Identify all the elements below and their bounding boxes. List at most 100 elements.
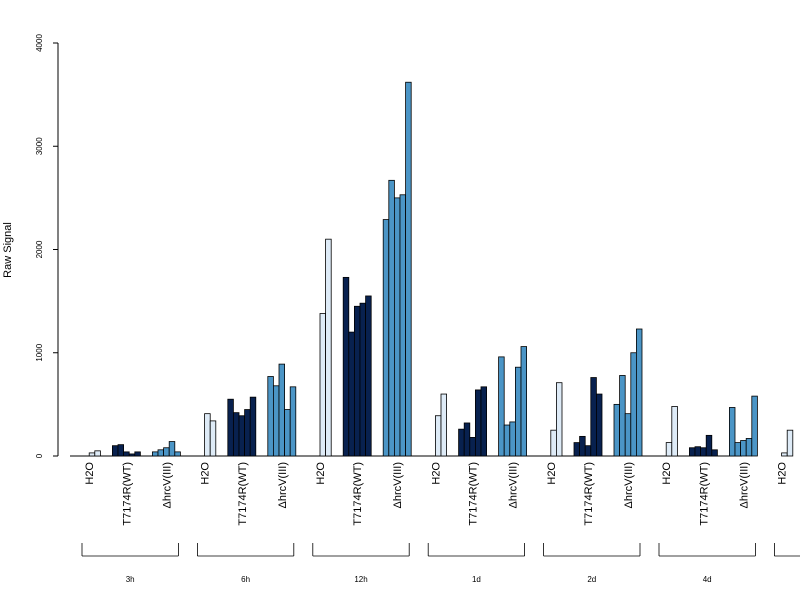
bar-3h-wt (112, 445, 119, 457)
bar-12h-wt (359, 302, 366, 457)
bar-6d-h2o (781, 452, 788, 457)
time-point-label-2d: 2d (587, 575, 596, 584)
bar-2d-wt (596, 393, 603, 457)
bar-2d-wt (573, 442, 580, 457)
group-label-wt: T7174R(WT) (237, 462, 249, 526)
bar-3h-hrcv (174, 451, 181, 457)
group-label-hrcv: ΔhrcV(III) (277, 462, 289, 508)
group-label-wt: T7174R(WT) (698, 462, 710, 526)
bar-6d-h2o (786, 429, 794, 457)
time-point-label-3h: 3h (126, 575, 135, 584)
bar-3h-wt (134, 451, 141, 457)
bar-12h-h2o (319, 313, 326, 457)
bar-12h-hrcv (399, 194, 406, 457)
bar-12h-hrcv (405, 81, 412, 457)
time-point-label-6h: 6h (241, 575, 250, 584)
bar-12h-hrcv (388, 179, 395, 457)
bar-6h-wt (249, 396, 257, 457)
group-label-hrcv: ΔhrcV(III) (161, 462, 173, 508)
y-tick-label: 4000 (35, 34, 44, 52)
group-label-hrcv: ΔhrcV(III) (623, 462, 635, 508)
bar-2d-wt (590, 377, 597, 457)
bar-6h-hrcv (267, 376, 274, 457)
bar-1d-wt (469, 437, 476, 457)
group-label-wt: T7174R(WT) (468, 462, 480, 526)
time-brackets: 3h6h12h1d2d4d6d (81, 543, 800, 584)
bar-12h-wt (348, 331, 355, 457)
y-tick-label: 2000 (35, 240, 44, 258)
bar-2d-wt (584, 445, 592, 457)
time-point-label-12h: 12h (354, 575, 367, 584)
y-tick-label: 1000 (35, 343, 44, 361)
group-label-h2o: H2O (546, 462, 558, 485)
bar-4d-wt (694, 446, 701, 457)
bar-1d-hrcv (520, 346, 527, 457)
bar-6h-h2o (204, 413, 211, 457)
bar-6h-wt (227, 398, 234, 457)
group-label-wt: T7174R(WT) (121, 462, 133, 526)
bar-4d-hrcv (751, 395, 758, 457)
group-label-h2o: H2O (315, 462, 327, 485)
bar-6h-wt (244, 409, 251, 457)
bar-4d-wt (700, 447, 707, 457)
bar-1d-h2o (440, 393, 447, 457)
bar-12h-wt (342, 276, 350, 457)
bar-1d-hrcv (515, 366, 522, 457)
bar-12h-wt (365, 295, 372, 457)
bar-12h-hrcv (393, 197, 401, 457)
bar-6h-h2o (209, 420, 217, 457)
bar-3h-wt (128, 453, 136, 457)
bar-1d-h2o (434, 415, 442, 457)
group-label-h2o: H2O (661, 462, 673, 485)
bar-1d-wt (480, 386, 487, 457)
bar-3h-wt (117, 444, 124, 457)
bar-1d-hrcv (503, 424, 511, 457)
group-label-h2o: H2O (200, 462, 212, 485)
group-label-hrcv: ΔhrcV(III) (508, 462, 520, 508)
time-point-label-1d: 1d (472, 575, 481, 584)
bar-1d-wt (463, 422, 471, 457)
bar-4d-hrcv (740, 440, 747, 457)
y-axis: 0 1000 2000 3000 4000 (35, 34, 59, 458)
bar-2d-hrcv (624, 413, 632, 457)
bar-12h-wt (353, 305, 361, 457)
bar-2d-h2o (556, 382, 563, 457)
bar-1d-hrcv (498, 356, 505, 457)
bar-2d-hrcv (630, 352, 637, 457)
bar-3h-hrcv (163, 447, 170, 457)
bar-3h-h2o (94, 450, 101, 457)
bar-3h-wt (123, 451, 130, 457)
bar-6h-hrcv (284, 409, 291, 457)
y-tick-label: 3000 (35, 137, 44, 155)
bar-4d-wt (705, 434, 713, 457)
y-tick-label: 0 (35, 453, 44, 458)
y-axis-label: Raw Signal (2, 222, 14, 278)
group-label-hrcv: ΔhrcV(III) (738, 462, 750, 508)
group-label-wt: T7174R(WT) (583, 462, 595, 526)
group-label-h2o: H2O (777, 462, 789, 485)
bar-12h-h2o (325, 238, 332, 457)
group-label-h2o: H2O (430, 462, 442, 485)
bar-series (88, 81, 794, 457)
bar-4d-wt (689, 447, 696, 457)
bar-4d-h2o (665, 442, 673, 457)
group-label-hrcv: ΔhrcV(III) (392, 462, 404, 508)
bar-6h-wt (232, 412, 240, 457)
bar-3h-hrcv (168, 441, 176, 457)
bar-4d-hrcv (734, 442, 741, 457)
bar-3h-h2o (88, 452, 96, 457)
bar-4d-wt (711, 449, 718, 457)
bar-2d-wt (579, 435, 586, 457)
bar-3h-hrcv (157, 449, 164, 457)
group-label-wt: T7174R(WT) (352, 462, 364, 526)
bar-12h-hrcv (382, 219, 390, 457)
bar-1d-wt (474, 389, 482, 457)
bar-2d-h2o (550, 429, 557, 457)
bar-2d-hrcv (619, 375, 626, 457)
bar-6h-hrcv (272, 385, 280, 457)
group-labels: H2O T7174R(WT) ΔhrcV(III) H2O T7174R(WT) Δhrc… (84, 462, 789, 526)
bar-3h-hrcv (151, 451, 159, 457)
bar-6h-hrcv (289, 386, 297, 457)
bar-4d-h2o (671, 406, 678, 457)
